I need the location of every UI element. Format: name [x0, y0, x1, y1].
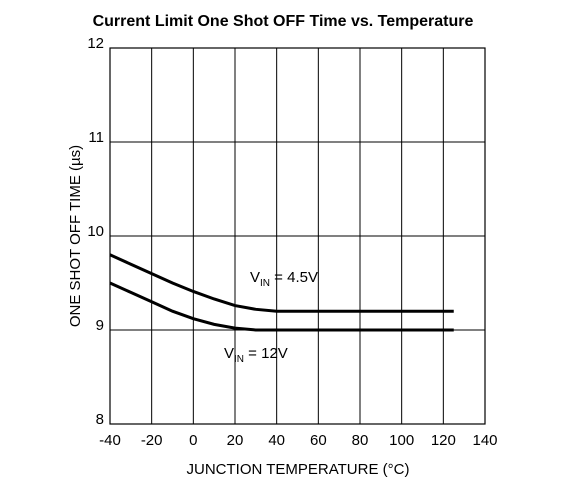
- series-label: VIN = 4.5V: [250, 269, 318, 289]
- x-tick-label: 80: [352, 432, 369, 449]
- x-tick-label: 20: [227, 432, 244, 449]
- series-label-sub: IN: [234, 354, 244, 365]
- series-label-main: V: [250, 269, 260, 286]
- line-series: [109, 281, 454, 332]
- x-tick-label: 0: [189, 432, 197, 449]
- chart-title: Current Limit One Shot OFF Time vs. Temp…: [93, 13, 474, 30]
- x-tick-label: -40: [99, 432, 121, 449]
- x-tick-label: -20: [141, 432, 163, 449]
- y-tick-label: 10: [87, 223, 104, 240]
- x-tick-label: 120: [431, 432, 456, 449]
- series-label-rest: = 4.5V: [270, 269, 318, 286]
- x-tick-label: 140: [472, 432, 497, 449]
- y-tick-label: 11: [88, 129, 104, 146]
- y-tick-label: 12: [87, 35, 104, 52]
- y-tick-label: 9: [96, 317, 104, 334]
- y-axis-label: ONE SHOT OFF TIME (µs): [67, 145, 84, 327]
- series-label: VIN = 12V: [224, 345, 288, 365]
- series-label-sub: IN: [260, 278, 270, 289]
- plot-frame: [109, 47, 486, 425]
- x-tick-label: 60: [310, 432, 327, 449]
- series-label-main: V: [224, 345, 234, 362]
- series-label-rest: = 12V: [244, 345, 288, 362]
- x-tick-label: 100: [389, 432, 414, 449]
- x-tick-label: 40: [268, 432, 285, 449]
- y-tick-label: 8: [96, 411, 104, 428]
- line-series: [109, 253, 454, 313]
- x-axis-label: JUNCTION TEMPERATURE (°C): [187, 461, 410, 478]
